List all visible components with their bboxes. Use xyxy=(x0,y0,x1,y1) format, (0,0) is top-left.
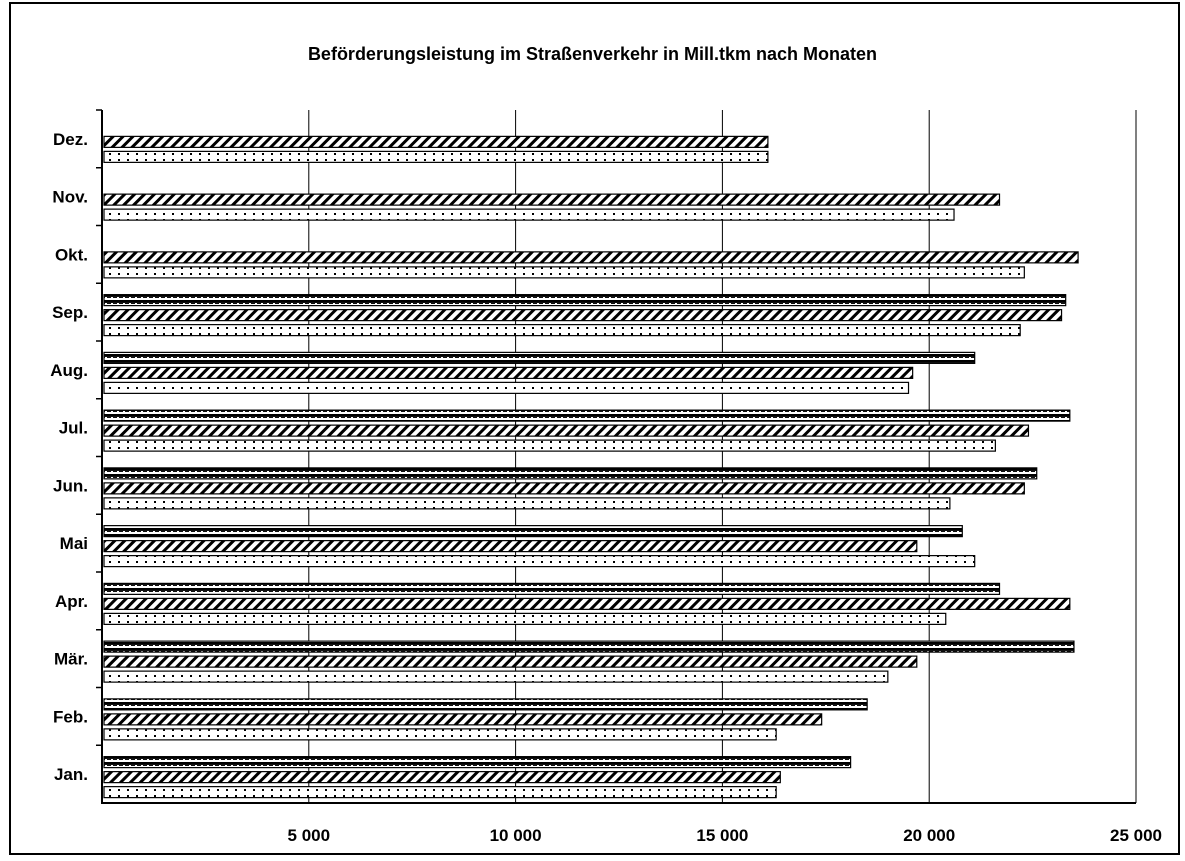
bar xyxy=(103,482,1025,495)
category-label: Aug. xyxy=(50,361,88,380)
category-label: Mai xyxy=(60,534,88,553)
bar xyxy=(103,150,769,163)
chart-frame xyxy=(9,2,1180,855)
category-label: Okt. xyxy=(55,245,88,264)
bar xyxy=(103,309,1063,322)
bar xyxy=(103,582,1001,595)
x-tick-label: 15 000 xyxy=(696,826,748,845)
bar xyxy=(103,251,1079,264)
bar xyxy=(103,670,889,683)
category-label: Jul. xyxy=(59,419,88,438)
axes xyxy=(96,109,1136,804)
category-label: Feb. xyxy=(53,707,88,726)
bar xyxy=(103,555,976,568)
x-tick-label: 5 000 xyxy=(288,826,331,845)
bar xyxy=(103,324,1021,337)
bar xyxy=(103,424,1030,437)
category-label: Dez. xyxy=(53,130,88,149)
category-label: Apr. xyxy=(55,592,88,611)
bar xyxy=(103,193,1001,206)
bar xyxy=(103,640,1075,653)
category-label: Jun. xyxy=(53,476,88,495)
category-labels: Jan. Feb. Mär. Apr. Mai Jun. Jul. Aug. Sep. Okt. N… xyxy=(50,130,88,784)
bar xyxy=(103,713,823,726)
bar xyxy=(103,771,781,784)
bar xyxy=(103,381,910,394)
category-label: Mär. xyxy=(54,650,88,669)
gridlines xyxy=(308,110,1137,803)
bar xyxy=(103,497,951,510)
bar xyxy=(103,756,852,769)
bar xyxy=(103,366,914,379)
bar xyxy=(103,351,976,364)
bar xyxy=(103,786,777,799)
bar xyxy=(103,208,955,221)
bar xyxy=(103,655,918,668)
category-label: Sep. xyxy=(52,303,88,322)
bar xyxy=(103,266,1025,279)
bar xyxy=(103,467,1038,480)
x-tick-label: 25 000 xyxy=(1110,826,1162,845)
bars xyxy=(103,135,1079,799)
bar xyxy=(103,525,963,538)
bar xyxy=(103,294,1067,307)
tick-labels: 5 000 10 000 15 000 20 000 25 000 xyxy=(288,826,1162,845)
chart-title: Beförderungsleistung im Straßenverkehr i… xyxy=(307,44,878,64)
category-label: Jan. xyxy=(54,765,88,784)
bar xyxy=(103,698,868,711)
bar xyxy=(103,409,1071,422)
bar xyxy=(103,612,947,625)
bar xyxy=(103,540,918,553)
bar xyxy=(103,135,769,148)
bar xyxy=(103,728,777,741)
x-tick-label: 10 000 xyxy=(490,826,542,845)
bar xyxy=(103,597,1071,610)
bar xyxy=(103,439,996,452)
x-tick-label: 20 000 xyxy=(903,826,955,845)
category-label: Nov. xyxy=(52,188,88,207)
